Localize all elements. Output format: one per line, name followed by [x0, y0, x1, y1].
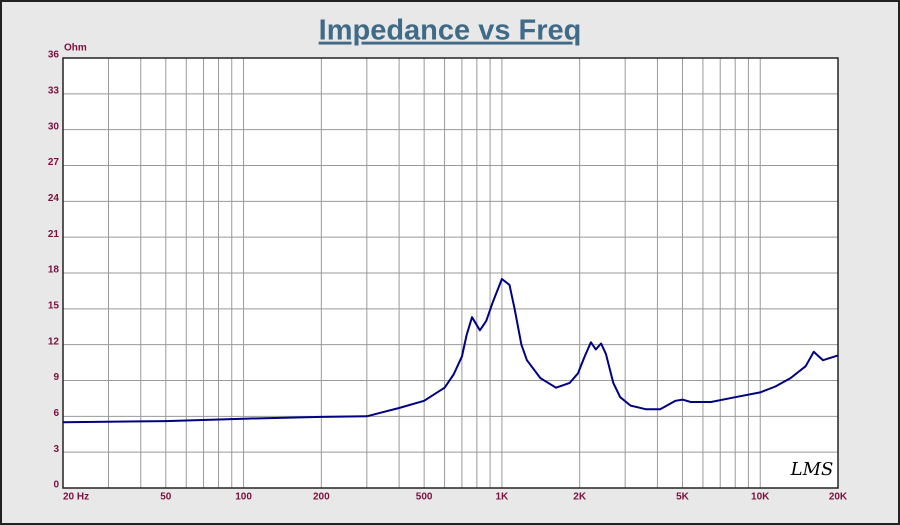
annotation: LMS: [790, 459, 834, 480]
x-tick-label: 2K: [573, 492, 587, 503]
y-tick-label: 0: [53, 480, 59, 491]
chart-title: Impedance vs Freq: [319, 15, 582, 47]
y-tick-label: 21: [48, 229, 60, 240]
x-tick-label: 100: [235, 492, 252, 503]
y-tick-label: 3: [53, 444, 59, 455]
x-tick-label: 20 Hz: [63, 492, 89, 503]
y-tick-label: 36: [48, 50, 60, 61]
y-tick-label: 9: [53, 372, 59, 383]
x-tick-label: 500: [416, 492, 433, 503]
y-tick-label: 6: [53, 408, 59, 419]
x-tick-label: 200: [313, 492, 330, 503]
plot-frame: [62, 57, 839, 489]
y-tick-label: 12: [48, 336, 60, 347]
y-tick-label: 18: [48, 265, 60, 276]
y-axis-label: Ohm: [64, 43, 87, 54]
x-tick-label: 1K: [496, 492, 510, 503]
series-line: [62, 278, 839, 424]
y-tick-label: 15: [48, 300, 60, 311]
x-tick-label: 50: [160, 492, 172, 503]
y-tick-label: 33: [48, 85, 60, 96]
x-tick-label: 10K: [751, 492, 770, 503]
y-tick-label: 30: [48, 121, 60, 132]
y-tick-label: 24: [48, 193, 60, 204]
x-tick-label: 5K: [676, 492, 690, 503]
x-tick-label: 20K: [829, 492, 848, 503]
y-tick-label: 27: [48, 157, 60, 168]
